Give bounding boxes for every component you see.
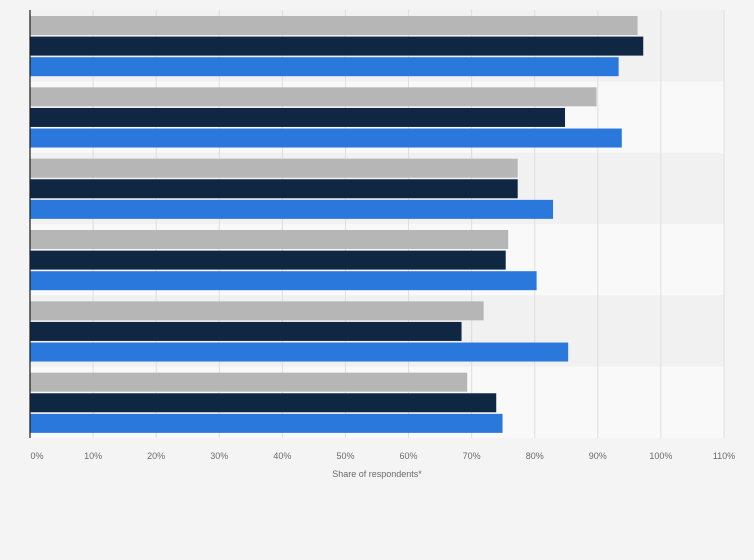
x-tick-label: 110% xyxy=(713,451,735,461)
bar xyxy=(30,199,554,219)
bar xyxy=(30,342,569,362)
bars xyxy=(30,16,644,433)
bar xyxy=(30,16,638,35)
bar xyxy=(30,179,518,199)
x-tick-label: 40% xyxy=(273,451,291,461)
bar xyxy=(30,413,503,433)
bar xyxy=(30,393,497,413)
x-tick-label: 100% xyxy=(649,451,672,461)
bar xyxy=(30,372,468,392)
gridlines xyxy=(92,10,725,438)
bar xyxy=(30,321,462,341)
bar xyxy=(30,107,566,127)
x-tick-label: 60% xyxy=(400,451,418,461)
x-tick-label: 90% xyxy=(589,451,607,461)
x-axis-tick-labels: 0% 10% 20% 30% 40% 50% 60% 70% 80% 90% 100% 110% xyxy=(30,451,735,461)
bar xyxy=(30,271,537,291)
bar xyxy=(30,158,518,178)
x-tick-label: 70% xyxy=(463,451,481,461)
x-tick-label: 30% xyxy=(210,451,228,461)
bar xyxy=(30,128,622,148)
bar xyxy=(30,250,506,270)
x-tick-label: 50% xyxy=(336,451,354,461)
x-tick-label: 20% xyxy=(147,451,165,461)
x-tick-label: 0% xyxy=(30,451,43,461)
bar xyxy=(30,57,619,77)
bar xyxy=(30,301,484,321)
x-axis-title: Share of respondents* xyxy=(332,469,422,479)
bar xyxy=(30,87,597,107)
bar xyxy=(30,230,509,249)
x-tick-label: 10% xyxy=(84,451,102,461)
x-tick-label: 80% xyxy=(526,451,544,461)
bar xyxy=(30,36,644,56)
